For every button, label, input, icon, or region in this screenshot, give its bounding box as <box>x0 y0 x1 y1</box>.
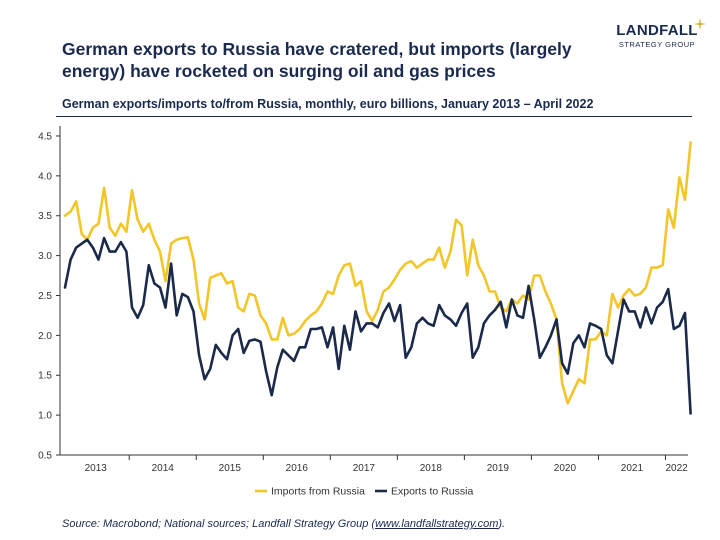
x-tick-label: 2016 <box>286 463 309 474</box>
y-tick-label: 3.0 <box>38 251 52 262</box>
chart-subtitle: German exports/imports to/from Russia, m… <box>62 97 594 111</box>
x-tick-label: 2018 <box>420 463 443 474</box>
x-tick-label: 2020 <box>554 463 577 474</box>
chart-axes: 0.5 1.0 1.5 2.0 2.5 3.0 3.5 4.0 4.5 2013 2014 2015 2… <box>38 126 688 474</box>
y-tick-label: 2.5 <box>38 291 52 302</box>
legend-imports-label: Imports from Russia <box>271 486 365 498</box>
x-tick-label: 2014 <box>152 463 175 474</box>
y-tick-label: 1.0 <box>38 411 52 422</box>
y-tick-label: 4.5 <box>38 131 52 142</box>
x-tick-label: 2021 <box>621 463 644 474</box>
legend-exports: Exports to Russia <box>375 486 473 498</box>
y-tick-label: 1.5 <box>38 371 52 382</box>
logo-tagline: STRATEGY GROUP <box>618 40 696 49</box>
source-note: Source: Macrobond; National sources; Lan… <box>62 518 505 530</box>
subtitle-divider <box>56 116 692 117</box>
star-icon <box>694 18 706 30</box>
x-tick-label: 2017 <box>353 463 376 474</box>
exports-series-line <box>63 236 692 415</box>
chart-lines <box>63 141 692 415</box>
logo-name: LANDFALL <box>616 22 698 39</box>
chart-legend: Imports from Russia Exports to Russia <box>255 486 473 498</box>
legend-imports: Imports from Russia <box>255 486 365 498</box>
y-tick-label: 2.0 <box>38 331 52 342</box>
imports-series-line <box>63 141 692 405</box>
y-tick-label: 0.5 <box>38 451 52 462</box>
x-tick-label: 2022 <box>665 463 688 474</box>
x-tick-label: 2019 <box>487 463 510 474</box>
chart-headline: German exports to Russia have cratered, … <box>62 39 572 81</box>
landfall-logo: LANDFALL STRATEGY GROUP <box>612 18 706 49</box>
x-tick-label: 2013 <box>85 463 108 474</box>
legend-exports-label: Exports to Russia <box>391 486 473 498</box>
source-prefix: Source: Macrobond; National sources; Lan… <box>62 518 376 530</box>
source-link[interactable]: www.landfallstrategy.com <box>375 518 499 530</box>
source-suffix: ). <box>498 518 506 530</box>
y-tick-label: 4.0 <box>38 171 52 182</box>
x-tick-label: 2015 <box>219 463 242 474</box>
y-tick-label: 3.5 <box>38 211 52 222</box>
